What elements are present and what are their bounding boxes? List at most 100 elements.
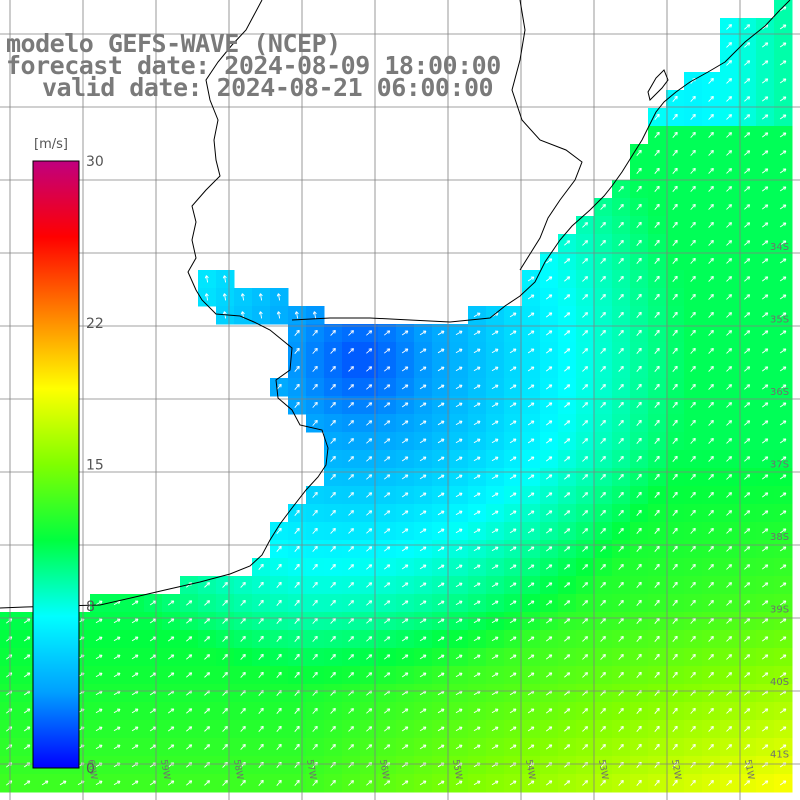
wind-arrow (636, 455, 642, 462)
wind-arrow (348, 366, 354, 372)
wind-arrow (419, 672, 427, 678)
wind-arrow (726, 420, 732, 426)
wind-arrow (437, 744, 445, 750)
wind-arrow (348, 402, 354, 408)
wind-arrow (708, 654, 714, 660)
wind-arrow (564, 600, 571, 606)
wind-arrow (779, 474, 787, 480)
wind-arrow (401, 348, 409, 354)
wind-arrow (636, 293, 642, 300)
wind-arrow (437, 384, 445, 390)
wind-arrow (491, 384, 499, 390)
lat-label: 37S (770, 460, 789, 471)
wind-arrow (366, 600, 373, 606)
wind-arrow (744, 582, 751, 588)
wind-arrow (509, 492, 517, 498)
lon-label: 51W (742, 759, 755, 781)
wind-arrow (690, 293, 696, 300)
wind-arrow (167, 618, 175, 624)
wind-arrow (473, 438, 481, 444)
wind-arrow (618, 419, 624, 426)
wind-arrow (618, 239, 624, 246)
wind-arrow (654, 185, 660, 192)
wind-arrow (582, 636, 588, 642)
wind-arrow (437, 672, 445, 678)
wind-arrow (779, 240, 787, 246)
wind-arrow (131, 708, 139, 714)
wind-arrow (761, 582, 769, 588)
wind-arrow (582, 474, 588, 480)
wind-arrow (636, 185, 642, 192)
wind-arrow (509, 510, 517, 516)
wind-arrow (527, 726, 535, 732)
wind-arrow (779, 744, 787, 750)
wind-arrow (348, 384, 354, 390)
wind-arrow (600, 240, 606, 246)
wind-arrow (545, 618, 553, 624)
wind-arrow (708, 186, 714, 192)
wind-arrow (366, 726, 373, 732)
wind-arrow (473, 672, 481, 678)
wind-arrow (276, 653, 282, 660)
wind-arrow (330, 780, 336, 786)
wind-arrow (618, 725, 624, 732)
wind-arrow (473, 528, 481, 534)
wind-arrow (600, 312, 606, 318)
wind-arrow (582, 258, 588, 264)
wind-arrow (672, 653, 678, 660)
wind-arrow (726, 240, 732, 246)
wind-arrow (708, 222, 714, 228)
wind-arrow (186, 618, 193, 624)
wind-arrow (726, 78, 732, 84)
wind-arrow (419, 600, 427, 606)
wind-arrow (491, 636, 499, 642)
wind-arrow (600, 726, 606, 732)
wind-arrow (636, 707, 642, 714)
wind-arrow (240, 293, 245, 301)
wind-arrow (690, 113, 696, 120)
wind-arrow (473, 582, 481, 588)
wind-arrow (527, 420, 535, 426)
wind-arrow (761, 168, 769, 174)
wind-arrow (240, 599, 246, 606)
wind-arrow (726, 330, 732, 336)
lon-label: 53W (596, 759, 609, 781)
wind-arrow (618, 707, 624, 714)
wind-arrow (294, 725, 300, 732)
colorbar-tick-label: 0 (86, 761, 95, 777)
wind-arrow (545, 420, 553, 426)
wind-arrow (761, 384, 769, 390)
wind-arrow (779, 528, 787, 534)
wind-arrow (545, 654, 553, 660)
wind-arrow (618, 203, 624, 210)
wind-arrow (437, 438, 445, 444)
wind-arrow (564, 636, 571, 642)
wind-arrow (582, 492, 588, 498)
wind-arrow (330, 744, 336, 750)
wind-arrow (401, 402, 409, 408)
wind-arrow (744, 726, 751, 732)
wind-arrow (672, 149, 678, 156)
wind-arrow (690, 329, 696, 336)
wind-arrow (672, 743, 678, 750)
wind-arrow (582, 402, 588, 408)
wind-arrow (636, 419, 642, 426)
wind-arrow (527, 780, 535, 786)
wind-arrow (366, 420, 373, 426)
wind-arrow (654, 707, 660, 714)
wind-arrow (419, 726, 427, 732)
wind-arrow (23, 726, 31, 732)
wind-arrow (419, 474, 427, 480)
wind-arrow (726, 456, 732, 462)
wind-arrow (636, 779, 642, 786)
colorbar-tick-label: 15 (86, 458, 104, 474)
wind-arrow (618, 599, 624, 606)
wind-arrow (366, 654, 373, 660)
wind-arrow (654, 401, 660, 408)
wind-arrow (419, 618, 427, 624)
wind-arrow (654, 419, 660, 426)
wind-arrow (582, 384, 588, 390)
wind-arrow (618, 311, 624, 318)
wind-arrow (455, 474, 463, 480)
wind-arrow (654, 725, 660, 732)
